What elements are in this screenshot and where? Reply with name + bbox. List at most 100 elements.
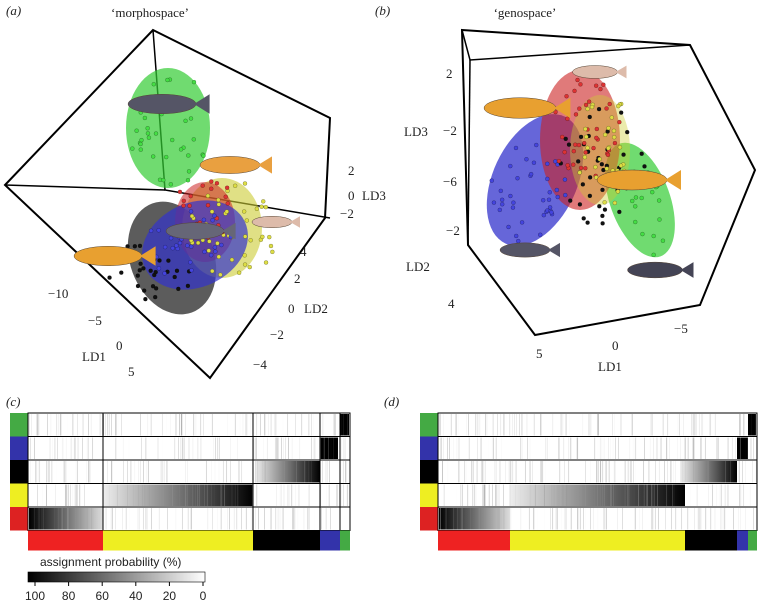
point xyxy=(216,202,221,207)
fish xyxy=(199,156,272,174)
row-swatch xyxy=(10,460,28,484)
point xyxy=(162,271,167,276)
fish-body xyxy=(73,246,143,266)
point xyxy=(201,153,206,158)
tick-label: −2 xyxy=(443,123,457,138)
ellipse xyxy=(126,68,210,188)
tick-label: −4 xyxy=(253,357,267,372)
point xyxy=(576,159,581,164)
point xyxy=(589,104,595,110)
tick-label: 2 xyxy=(446,66,453,81)
cube-edge xyxy=(4,184,166,191)
tick-label: −2 xyxy=(340,206,354,221)
legend-tick-label: 100 xyxy=(25,589,45,603)
point xyxy=(163,244,168,250)
point xyxy=(500,202,505,207)
point xyxy=(577,170,582,175)
point xyxy=(657,198,662,203)
point xyxy=(594,83,599,88)
row-swatch xyxy=(420,413,438,437)
fish xyxy=(627,261,694,279)
point xyxy=(578,134,584,139)
point xyxy=(508,193,513,199)
legend-tick-label: 80 xyxy=(62,589,76,603)
point xyxy=(210,218,215,223)
point xyxy=(583,166,588,171)
axis-label: LD2 xyxy=(304,301,328,316)
cube-edge xyxy=(467,59,471,246)
point xyxy=(247,264,252,270)
point xyxy=(612,140,618,146)
row-shade xyxy=(255,461,320,483)
fish xyxy=(483,97,571,119)
point xyxy=(223,194,228,199)
point xyxy=(267,235,272,240)
point xyxy=(519,220,525,225)
point xyxy=(263,260,269,265)
point xyxy=(615,189,621,194)
point xyxy=(599,162,604,167)
point xyxy=(582,141,587,146)
point xyxy=(598,87,603,92)
point xyxy=(242,181,248,186)
point xyxy=(497,207,502,213)
point xyxy=(183,118,188,123)
point xyxy=(515,176,520,181)
point xyxy=(166,258,171,263)
point xyxy=(138,141,143,147)
point xyxy=(593,165,598,170)
point xyxy=(185,178,191,183)
point xyxy=(578,165,584,171)
point xyxy=(650,190,655,195)
point xyxy=(651,233,656,239)
point xyxy=(603,132,608,137)
point xyxy=(572,88,577,93)
point xyxy=(566,142,572,147)
tick-label: 0 xyxy=(288,301,295,316)
fish-tail xyxy=(194,94,210,114)
point xyxy=(554,187,559,193)
point xyxy=(563,193,568,198)
point xyxy=(510,205,516,210)
point xyxy=(511,200,516,205)
fish-tail xyxy=(665,170,681,190)
axis-label: LD1 xyxy=(598,359,622,374)
axis-label: LD3 xyxy=(362,188,386,203)
point xyxy=(172,274,177,280)
point xyxy=(583,150,588,155)
point xyxy=(607,101,612,107)
point xyxy=(571,162,576,167)
point xyxy=(597,204,602,209)
point xyxy=(571,149,576,154)
point xyxy=(489,178,494,183)
point xyxy=(263,205,268,210)
point xyxy=(633,195,639,200)
point xyxy=(585,220,590,225)
point xyxy=(191,80,197,85)
point xyxy=(134,128,139,133)
point xyxy=(604,106,609,111)
row xyxy=(437,412,758,437)
point xyxy=(135,273,140,278)
point xyxy=(549,210,554,215)
legend-tick-label: 0 xyxy=(200,589,207,603)
panel-a: (a) ‘morphospace’ 2 0 −2 LD3 4 2 0 −2 −4… xyxy=(3,3,386,380)
point xyxy=(164,154,169,160)
point xyxy=(633,204,638,209)
panel-b: (b) ‘genospace’ 2 −2 −6 LD3 −2 4 LD2 5 0… xyxy=(375,3,757,374)
point xyxy=(139,138,144,143)
point xyxy=(209,186,214,191)
point xyxy=(205,203,211,208)
fish-body xyxy=(165,222,225,240)
point xyxy=(191,137,196,142)
point xyxy=(170,246,175,251)
fish xyxy=(596,169,681,191)
point xyxy=(229,257,235,262)
fish-body xyxy=(251,216,293,228)
row-shade xyxy=(29,508,103,530)
group-bar xyxy=(340,530,350,551)
panel-label: (a) xyxy=(6,3,21,18)
point xyxy=(259,204,264,209)
fish-body xyxy=(572,65,618,79)
